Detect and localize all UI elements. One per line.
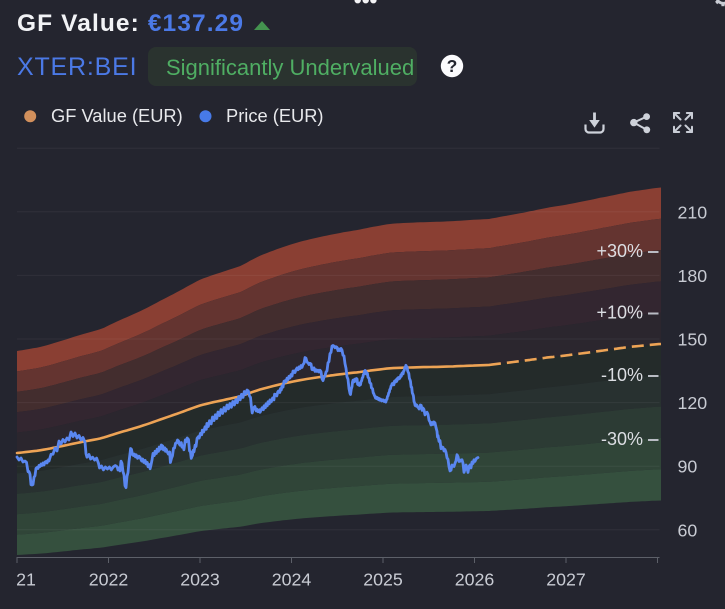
svg-text:2026: 2026 — [455, 570, 495, 590]
svg-text:2023: 2023 — [180, 570, 220, 590]
svg-text:2024: 2024 — [272, 570, 312, 590]
svg-text:120: 120 — [678, 393, 708, 413]
svg-text:2027: 2027 — [546, 570, 586, 590]
svg-text:+30%: +30% — [596, 241, 643, 261]
svg-text:180: 180 — [678, 266, 708, 286]
svg-text:60: 60 — [678, 520, 698, 540]
svg-text:2022: 2022 — [89, 570, 129, 590]
svg-text:+10%: +10% — [596, 303, 643, 323]
svg-text:90: 90 — [678, 457, 698, 477]
svg-text:210: 210 — [678, 202, 708, 222]
svg-text:-30%: -30% — [601, 429, 643, 449]
svg-text:-10%: -10% — [601, 365, 643, 385]
svg-text:?: ? — [447, 56, 458, 76]
svg-text:21: 21 — [16, 570, 36, 590]
svg-text:2025: 2025 — [363, 570, 403, 590]
svg-text:150: 150 — [678, 330, 708, 350]
